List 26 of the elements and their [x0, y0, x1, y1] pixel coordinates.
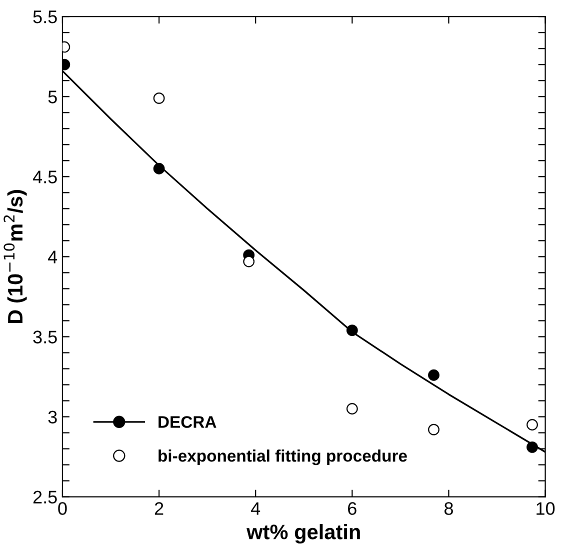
- point: [153, 92, 165, 104]
- y-tick-label: 4: [48, 250, 58, 264]
- point: [428, 424, 440, 436]
- x-axis-title: wt% gelatin: [246, 524, 360, 544]
- x-tick-label: 6: [348, 502, 356, 515]
- legend-label: bi-exponential fitting procedure: [158, 450, 407, 466]
- point: [243, 256, 255, 268]
- y-tick-label: 5: [48, 90, 57, 104]
- point: [153, 162, 165, 174]
- point: [346, 403, 358, 414]
- legend-label: DECRA: [158, 416, 216, 428]
- point: [346, 324, 358, 336]
- y-axis-title: D (10$^{−10}$m$^{2}$/s): [4, 190, 27, 323]
- point: [428, 369, 440, 381]
- point: [526, 441, 538, 453]
- x-tick-label: 4: [250, 502, 260, 515]
- y-tick-label: 3.5: [33, 330, 57, 344]
- point: [526, 419, 538, 430]
- y-tick-label: 2.5: [33, 490, 57, 504]
- y-tick-label: 3: [48, 410, 57, 424]
- y-tick-label: 4.5: [32, 170, 57, 184]
- x-tick-label: 10: [536, 502, 555, 515]
- y-tick-label: 5.5: [33, 10, 57, 24]
- x-tick-label: 2: [154, 502, 164, 515]
- x-tick-label: 0: [58, 502, 67, 515]
- x-tick-label: 8: [444, 502, 453, 515]
